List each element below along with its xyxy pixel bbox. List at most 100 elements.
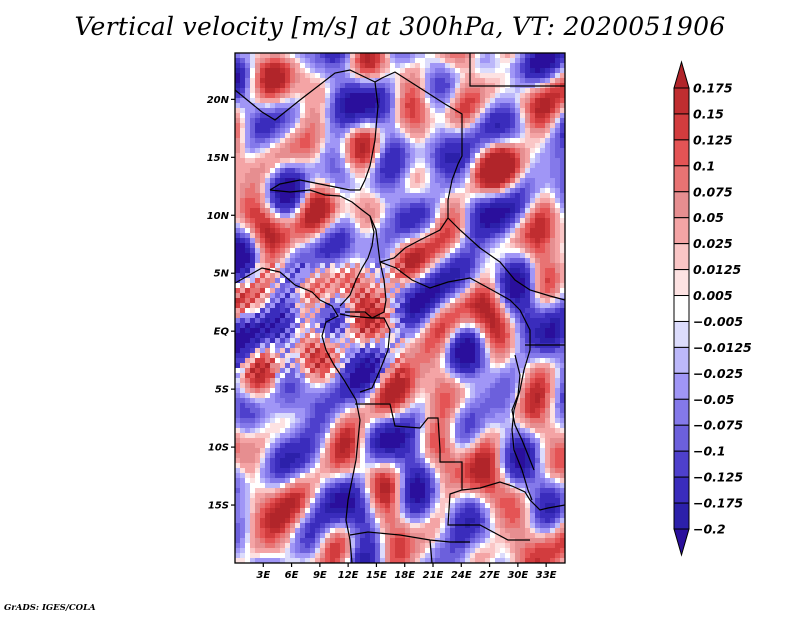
field-cell [330,223,336,229]
field-cell [355,73,361,79]
field-cell [545,238,551,244]
field-cell [285,258,291,264]
field-cell [245,278,251,284]
field-cell [440,313,446,319]
field-cell [320,118,326,124]
field-cell [325,68,331,74]
field-cell [305,323,311,329]
field-cell [455,318,461,324]
field-cell [445,228,451,234]
field-cell [280,368,286,374]
field-cell [350,378,356,384]
field-cell [290,393,296,399]
field-cell [440,273,446,279]
field-cell [435,428,441,434]
field-cell [255,353,261,359]
field-cell [390,88,396,94]
field-cell [365,323,371,329]
field-cell [530,378,536,384]
field-cell [505,193,511,199]
field-cell [490,168,496,174]
field-cell [515,303,521,309]
field-cell [330,73,336,79]
field-cell [340,413,346,419]
field-cell [370,283,376,289]
field-cell [345,273,351,279]
field-cell [540,273,546,279]
field-cell [245,428,251,434]
field-cell [370,253,376,259]
field-cell [260,303,266,309]
field-cell [315,218,321,224]
field-cell [325,338,331,344]
field-cell [320,333,326,339]
field-cell [560,273,565,279]
field-cell [320,193,326,199]
field-cell [400,343,406,349]
field-cell [365,73,371,79]
field-cell [470,208,476,214]
field-cell [440,343,446,349]
field-cell [275,133,281,139]
field-cell [485,273,491,279]
field-cell [260,423,266,429]
field-cell [480,138,486,144]
field-cell [345,53,351,59]
field-cell [270,308,276,314]
field-cell [400,173,406,179]
field-cell [545,363,551,369]
field-cell [380,343,386,349]
field-cell [405,303,411,309]
field-cell [540,63,546,69]
field-cell [330,278,336,284]
field-cell [255,393,261,399]
field-cell [390,168,396,174]
field-cell [275,258,281,264]
field-cell [455,158,461,164]
field-cell [510,273,516,279]
field-cell [530,268,536,274]
field-cell [475,358,481,364]
field-cell [365,398,371,404]
field-cell [345,103,351,109]
field-cell [400,263,406,269]
field-cell [465,213,471,219]
field-cell [340,318,346,324]
field-cell [435,328,441,334]
field-cell [520,118,526,124]
field-cell [315,388,321,394]
field-cell [480,338,486,344]
field-cell [240,243,246,249]
field-cell [345,168,351,174]
field-cell [465,53,471,59]
field-cell [510,368,516,374]
field-cell [350,83,356,89]
field-cell [325,413,331,419]
field-cell [355,428,361,434]
field-cell [505,338,511,344]
field-cell [320,108,326,114]
field-cell [520,123,526,129]
field-cell [285,183,291,189]
field-cell [245,268,251,274]
field-cell [515,263,521,269]
field-cell [315,373,321,379]
field-cell [335,333,341,339]
field-cell [355,223,361,229]
field-cell [295,333,301,339]
field-cell [395,413,401,419]
field-cell [260,68,266,74]
field-cell [265,118,271,124]
field-cell [470,253,476,259]
field-cell [550,353,556,359]
field-cell [525,148,531,154]
field-cell [380,118,386,124]
field-cell [315,313,321,319]
field-cell [435,333,441,339]
field-cell [350,153,356,159]
field-cell [235,123,241,129]
field-cell [435,393,441,399]
field-cell [275,233,281,239]
field-cell [505,63,511,69]
field-cell [410,368,416,374]
